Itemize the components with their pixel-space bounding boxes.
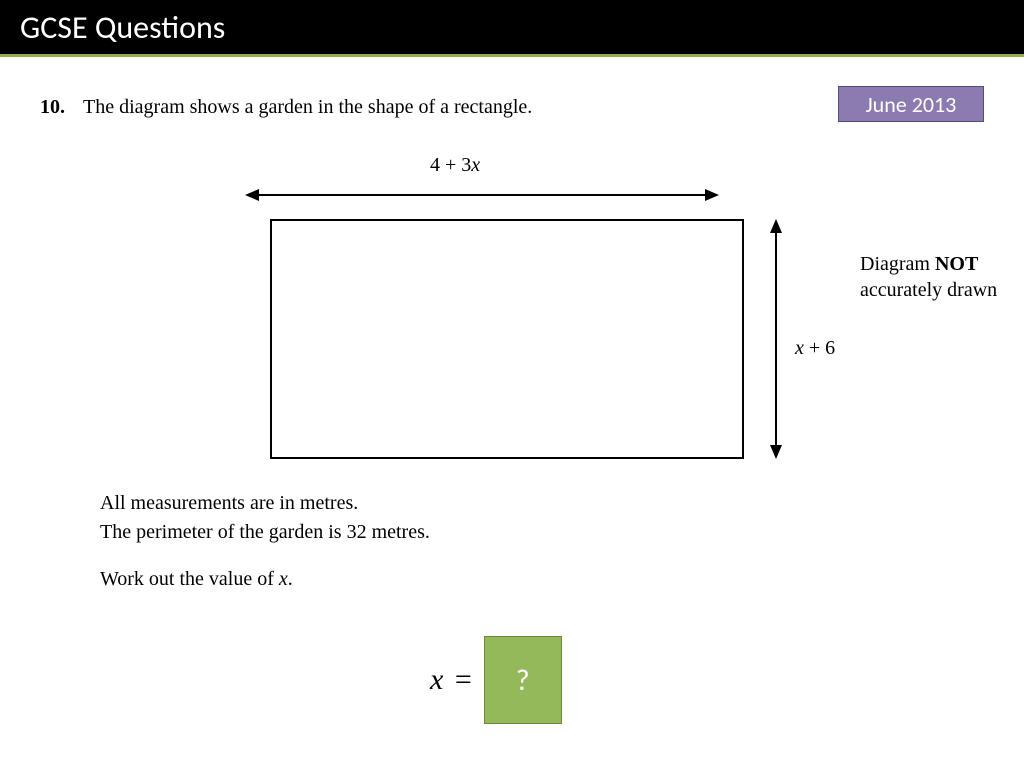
question-text: The diagram shows a garden in the shape … — [83, 96, 532, 119]
question-row: 10. The diagram shows a garden in the sh… — [40, 96, 984, 119]
answer-area: x = ? — [430, 636, 562, 724]
answer-var: x — [430, 663, 443, 696]
answer-placeholder: ? — [516, 662, 530, 699]
note-line2: accurately drawn — [860, 279, 997, 301]
width-label: 4 + 3x — [430, 154, 480, 177]
answer-box[interactable]: ? — [484, 636, 562, 724]
note-pre: Diagram — [860, 253, 935, 275]
accent-line — [0, 54, 1024, 57]
body-line2: The perimeter of the garden is 32 metres… — [100, 518, 984, 547]
diagram: 4 + 3x x + 6 Diagram NOT accurately draw… — [100, 159, 984, 489]
note-bold: NOT — [935, 253, 978, 275]
body-line1: All measurements are in metres. — [100, 489, 984, 518]
width-label-var: x — [471, 154, 480, 176]
height-label-var: x — [795, 337, 804, 359]
height-arrow — [768, 219, 784, 459]
question-content: 10. The diagram shows a garden in the sh… — [40, 96, 984, 594]
rectangle — [270, 219, 744, 459]
answer-eq: = — [447, 663, 471, 696]
body-text: All measurements are in metres. The peri… — [100, 489, 984, 594]
slide-title: GCSE Questions — [20, 8, 225, 47]
width-arrow — [245, 187, 719, 203]
body-line3-pre: Work out the value of — [100, 568, 279, 590]
width-label-num: 4 + 3 — [430, 154, 471, 176]
question-number: 10. — [40, 96, 65, 119]
body-line3-var: x — [279, 568, 288, 590]
height-label-num: + 6 — [804, 337, 835, 359]
answer-expression: x = — [430, 663, 472, 697]
diagram-note: Diagram NOT accurately drawn — [860, 251, 1024, 303]
slide-header: GCSE Questions — [0, 0, 1024, 54]
height-label: x + 6 — [795, 337, 835, 360]
body-line3: Work out the value of x. — [100, 565, 984, 594]
body-line3-end: . — [288, 568, 293, 590]
